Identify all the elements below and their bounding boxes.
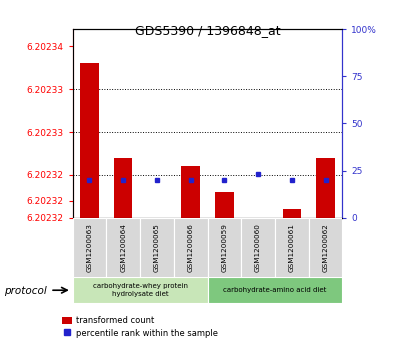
Bar (275, 218, 309, 278)
Legend: transformed count, percentile rank within the sample: transformed count, percentile rank withi… (62, 316, 218, 338)
Bar (73, 277, 208, 303)
Bar (174, 218, 208, 278)
Bar (241, 218, 275, 278)
Bar (309, 218, 342, 278)
Text: GDS5390 / 1396848_at: GDS5390 / 1396848_at (135, 24, 280, 37)
Bar (181, 166, 200, 227)
Text: protocol: protocol (4, 286, 47, 296)
Bar (140, 218, 174, 278)
Bar (106, 218, 140, 278)
Bar (208, 277, 342, 303)
Text: GSM1200059: GSM1200059 (221, 223, 227, 272)
Bar (316, 158, 335, 227)
Text: GSM1200064: GSM1200064 (120, 223, 126, 272)
Bar (73, 218, 106, 278)
Text: GSM1200062: GSM1200062 (322, 223, 329, 272)
Bar (283, 209, 301, 227)
Text: carbohydrate-whey protein
hydrolysate diet: carbohydrate-whey protein hydrolysate di… (93, 283, 188, 297)
Bar (215, 192, 234, 227)
Text: GSM1200063: GSM1200063 (86, 223, 93, 272)
Bar (114, 158, 132, 227)
Text: GSM1200066: GSM1200066 (188, 223, 194, 272)
Text: GSM1200065: GSM1200065 (154, 223, 160, 272)
Bar (80, 64, 99, 227)
Text: carbohydrate-amino acid diet: carbohydrate-amino acid diet (223, 287, 327, 293)
Text: GSM1200061: GSM1200061 (289, 223, 295, 272)
Text: GSM1200060: GSM1200060 (255, 223, 261, 272)
Bar (208, 218, 241, 278)
Bar (249, 252, 267, 261)
Bar (148, 218, 166, 227)
